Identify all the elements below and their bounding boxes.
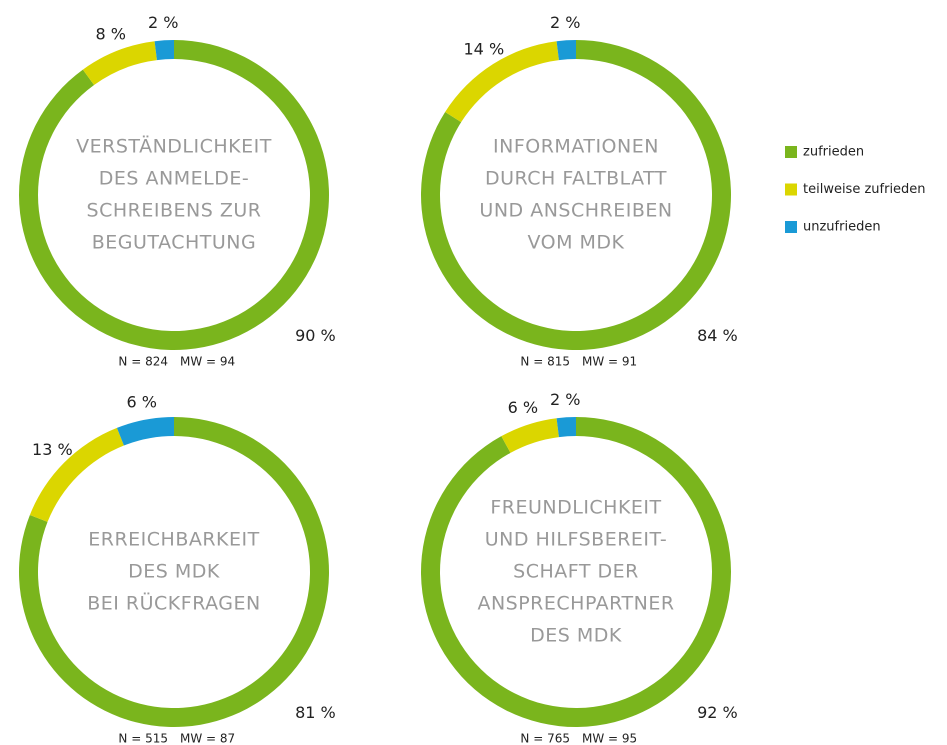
value-label: 2 % bbox=[550, 390, 580, 409]
center-title: ANSPRECHPARTNER bbox=[477, 593, 674, 615]
legend-label: unzufrieden bbox=[803, 220, 881, 235]
legend-label: teilweise zufrieden bbox=[803, 182, 926, 197]
center-title: INFORMATIONEN bbox=[493, 136, 659, 158]
donut-segment bbox=[501, 418, 559, 453]
value-label: 2 % bbox=[148, 13, 178, 32]
center-title: UND ANSCHREIBEN bbox=[479, 200, 672, 222]
legend-label: zufrieden bbox=[803, 145, 864, 160]
mean-value: MW = 94 bbox=[180, 355, 235, 369]
value-label: 6 % bbox=[508, 398, 538, 417]
center-title: BEI RÜCKFRAGEN bbox=[87, 592, 260, 615]
center-title: SCHREIBENS ZUR bbox=[87, 200, 262, 222]
donut-segment bbox=[556, 417, 576, 438]
center-title: DES ANMELDE- bbox=[99, 168, 249, 190]
center-title: BEGUTACHTUNG bbox=[92, 232, 256, 254]
center-title: UND HILFSBEREIT- bbox=[485, 529, 668, 551]
value-label: 92 % bbox=[697, 703, 738, 722]
value-label: 6 % bbox=[127, 393, 157, 412]
sample-size: N = 515 bbox=[118, 732, 168, 745]
sample-size: N = 815 bbox=[520, 355, 570, 369]
value-label: 13 % bbox=[32, 440, 73, 459]
center-title: DURCH FALTBLATT bbox=[485, 168, 667, 190]
value-label: 84 % bbox=[697, 326, 738, 345]
legend-swatch bbox=[785, 146, 797, 158]
center-title: DES MDK bbox=[530, 625, 622, 647]
center-title: ERREICHBARKEIT bbox=[88, 529, 259, 551]
value-label: 90 % bbox=[295, 326, 336, 345]
center-title: FREUNDLICHKEIT bbox=[490, 497, 661, 519]
sample-size: N = 824 bbox=[118, 355, 168, 369]
mean-value: MW = 91 bbox=[582, 355, 637, 369]
value-label: 81 % bbox=[295, 703, 336, 722]
donut-segment bbox=[29, 427, 124, 522]
value-label: 14 % bbox=[464, 39, 505, 58]
center-title: DES MDK bbox=[128, 561, 220, 583]
sample-size: N = 765 bbox=[520, 732, 570, 745]
mean-value: MW = 95 bbox=[582, 732, 637, 745]
center-title: VERSTÄNDLICHKEIT bbox=[76, 135, 272, 158]
mean-value: MW = 87 bbox=[180, 732, 235, 745]
center-title: VOM MDK bbox=[527, 232, 624, 254]
value-label: 8 % bbox=[95, 25, 125, 44]
legend-swatch bbox=[785, 221, 797, 233]
donut-segment bbox=[154, 40, 174, 61]
donut-segment bbox=[82, 41, 157, 85]
center-title: SCHAFT DER bbox=[513, 561, 639, 583]
donut-segment bbox=[18, 40, 329, 350]
legend-swatch bbox=[785, 183, 797, 196]
donut-segment bbox=[445, 41, 559, 123]
value-label: 2 % bbox=[550, 13, 580, 32]
donut-segment bbox=[116, 417, 174, 446]
donut-segment bbox=[556, 40, 576, 61]
